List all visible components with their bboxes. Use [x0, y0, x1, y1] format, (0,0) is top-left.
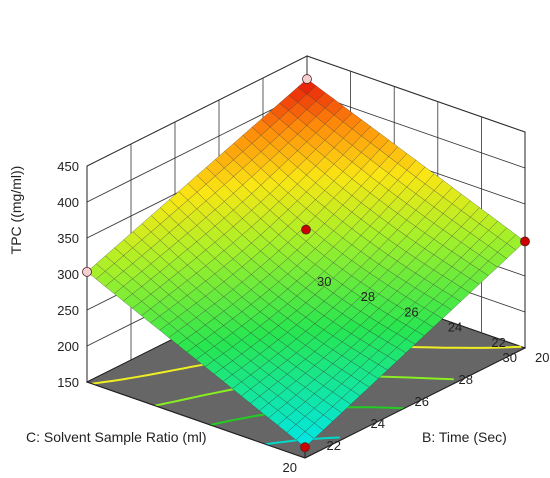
x-tick-label: 20 — [283, 460, 297, 475]
z-tick-label: 300 — [57, 267, 79, 282]
frame-edge — [86, 381, 306, 459]
grid-line — [306, 91, 526, 169]
z-tick-label: 400 — [57, 195, 79, 210]
frame-edge — [304, 347, 526, 459]
x-tick-label: 22 — [327, 438, 341, 453]
grid-line — [86, 55, 308, 167]
y-axis-label: B: Time (Sec) — [422, 429, 507, 445]
design-points — [82, 74, 530, 453]
grid-line — [306, 55, 526, 133]
design-point — [301, 224, 311, 235]
z-tick-label: 200 — [57, 339, 79, 354]
tick-labels: 150 200 250 300 350 400 450 20 22 24 26 28 30 20 22 24 2… — [57, 159, 549, 475]
z-tick-label: 150 — [57, 375, 79, 390]
grid-line — [86, 91, 308, 203]
z-tick-label: 250 — [57, 303, 79, 318]
design-point — [82, 266, 92, 277]
y-tick-label: 20 — [535, 350, 549, 365]
y-tick-label: 30 — [317, 274, 331, 289]
x-tick-label: 24 — [371, 416, 385, 431]
x-axis-label: C: Solvent Sample Ratio (ml) — [26, 429, 207, 445]
design-point — [302, 74, 312, 84]
design-point — [520, 236, 530, 247]
y-tick-label: 22 — [491, 335, 505, 350]
y-tick-label: 28 — [361, 289, 375, 304]
y-tick-label: 24 — [448, 320, 462, 335]
z-tick-label: 450 — [57, 159, 79, 174]
design-point — [300, 442, 310, 453]
x-tick-label: 26 — [415, 394, 429, 409]
z-axis-label: TPC ((mg/ml)) — [8, 166, 24, 255]
y-tick-label: 26 — [404, 304, 418, 319]
x-tick-label: 28 — [459, 372, 473, 387]
x-tick-label: 30 — [503, 350, 517, 365]
z-tick-label: 350 — [57, 231, 79, 246]
response-surface — [86, 78, 526, 448]
